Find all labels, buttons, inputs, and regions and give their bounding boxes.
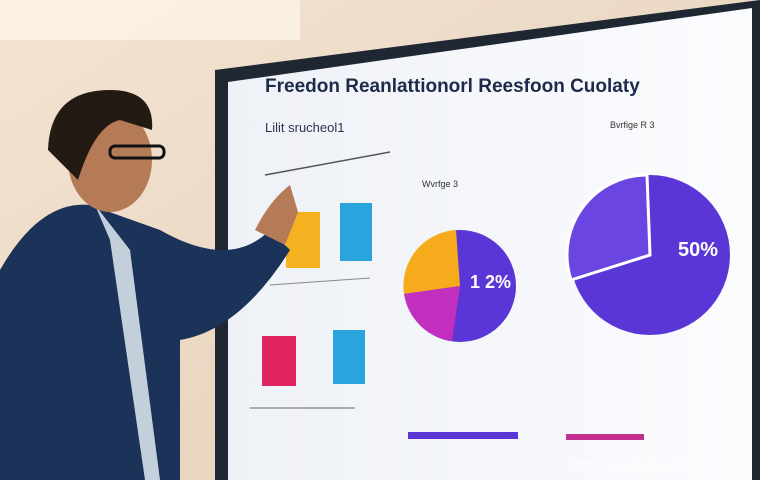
pie-slice [404, 286, 460, 341]
pie-label: 50% [678, 239, 718, 261]
pie-slice [565, 173, 652, 282]
rule [269, 277, 371, 286]
pie-heading: Bvrfige R 3 [610, 120, 655, 130]
bar [408, 432, 518, 439]
pie-label: 1 2% [470, 272, 511, 292]
bar [566, 434, 644, 440]
person-hair [48, 90, 153, 180]
block [340, 203, 372, 261]
screen-title: Freedon Reanlattionorl Reesfoon Cuolaty [265, 76, 640, 97]
screen-subtitle: Lilit srucheol1 [265, 120, 345, 135]
person-jacket [0, 204, 290, 480]
pie-slice [403, 230, 460, 294]
rule [264, 151, 391, 176]
watermark: https://youtin4u.net [572, 458, 682, 473]
pie-heading: Wvrfge 3 [422, 179, 458, 189]
person-shirt [95, 205, 160, 480]
block [333, 330, 365, 384]
person-hand [255, 185, 298, 245]
block [262, 336, 296, 386]
ceiling-light [0, 0, 300, 40]
glasses [108, 144, 166, 160]
